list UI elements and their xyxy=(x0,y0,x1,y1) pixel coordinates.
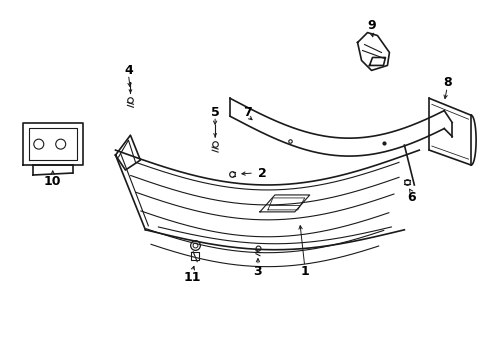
Text: 8: 8 xyxy=(442,76,450,89)
Text: 2: 2 xyxy=(258,167,266,180)
Text: 4: 4 xyxy=(124,64,133,77)
Text: 9: 9 xyxy=(366,19,375,32)
Text: 5: 5 xyxy=(210,106,219,119)
Text: 3: 3 xyxy=(253,265,262,278)
Text: 1: 1 xyxy=(300,265,308,278)
Text: 11: 11 xyxy=(183,271,201,284)
Text: 10: 10 xyxy=(44,175,61,189)
Text: 6: 6 xyxy=(406,192,415,204)
Text: 7: 7 xyxy=(243,106,252,119)
